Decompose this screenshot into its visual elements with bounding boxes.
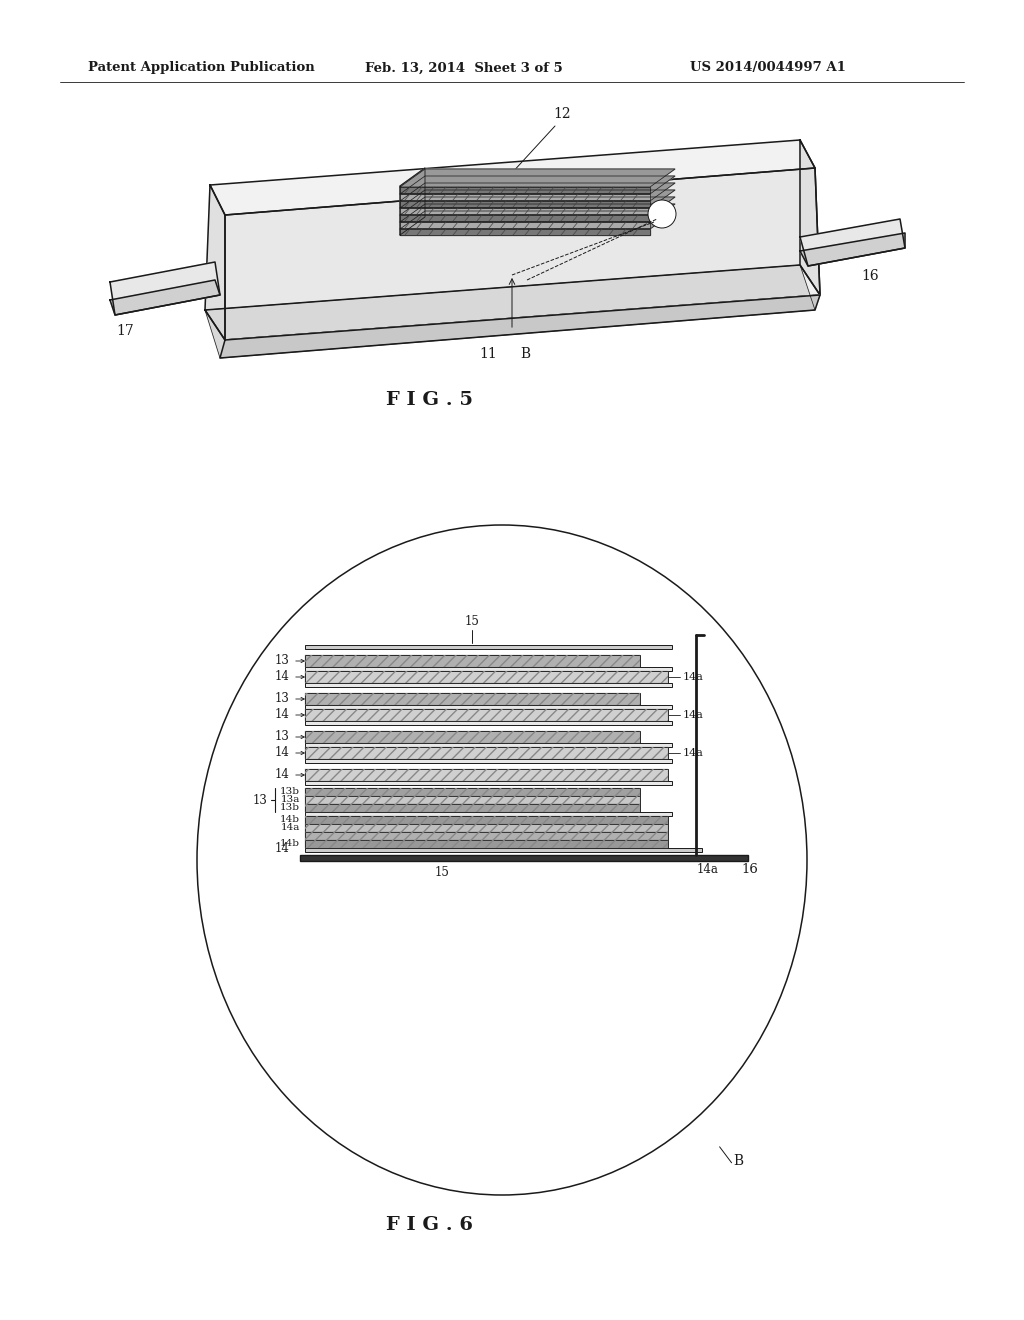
Bar (305, 796, 640, 804)
Polygon shape (400, 190, 675, 209)
Bar (305, 796, 640, 804)
Bar (305, 667, 672, 671)
Text: 14: 14 (275, 709, 290, 722)
Bar (300, 855, 748, 861)
Bar (305, 832, 668, 840)
Polygon shape (800, 140, 820, 294)
Polygon shape (225, 168, 820, 341)
Polygon shape (110, 280, 220, 315)
Text: 11: 11 (479, 347, 497, 360)
Polygon shape (210, 140, 815, 215)
Polygon shape (800, 234, 905, 267)
Polygon shape (205, 265, 820, 341)
Text: 13b: 13b (280, 788, 300, 796)
Bar (305, 747, 668, 759)
Bar (305, 816, 668, 824)
Bar (305, 682, 672, 686)
Polygon shape (400, 211, 675, 228)
Text: 13b: 13b (280, 804, 300, 813)
Bar (305, 655, 640, 667)
Text: 14: 14 (275, 768, 290, 781)
Text: 14b: 14b (280, 816, 300, 825)
Circle shape (648, 201, 676, 228)
Bar (305, 671, 668, 682)
Bar (305, 824, 668, 832)
Text: 13: 13 (275, 655, 290, 668)
Polygon shape (400, 228, 650, 235)
Bar (305, 655, 640, 667)
Text: 14: 14 (275, 842, 290, 854)
Text: 14: 14 (275, 747, 290, 759)
Bar (305, 709, 668, 721)
Bar (305, 840, 668, 847)
Polygon shape (400, 222, 650, 228)
Text: 14: 14 (275, 671, 290, 684)
Text: Feb. 13, 2014  Sheet 3 of 5: Feb. 13, 2014 Sheet 3 of 5 (365, 62, 563, 74)
Polygon shape (400, 215, 650, 220)
Text: 16: 16 (741, 863, 758, 876)
Text: 14b: 14b (280, 840, 300, 849)
Polygon shape (800, 219, 905, 267)
Bar (305, 781, 672, 785)
Text: 14a: 14a (697, 863, 719, 876)
Bar (305, 709, 668, 721)
Text: 14a: 14a (281, 824, 300, 833)
Polygon shape (400, 168, 425, 235)
Text: 15: 15 (465, 615, 479, 628)
Text: F I G . 6: F I G . 6 (386, 1216, 473, 1234)
Polygon shape (400, 187, 650, 193)
Text: 17: 17 (116, 323, 134, 338)
Text: 14a: 14a (683, 748, 703, 758)
Bar (305, 671, 668, 682)
Text: B: B (520, 347, 530, 360)
Polygon shape (400, 205, 675, 222)
Polygon shape (400, 183, 675, 201)
Bar (305, 812, 672, 816)
Bar (305, 816, 668, 824)
Polygon shape (220, 294, 820, 358)
Bar (305, 788, 640, 796)
Bar (305, 693, 640, 705)
Bar (305, 832, 668, 840)
Bar (305, 693, 640, 705)
Bar (305, 847, 702, 851)
Text: 12: 12 (553, 107, 570, 121)
Polygon shape (205, 185, 225, 341)
Text: US 2014/0044997 A1: US 2014/0044997 A1 (690, 62, 846, 74)
Bar (305, 645, 672, 649)
Text: 13: 13 (275, 693, 290, 705)
Polygon shape (400, 201, 650, 207)
Polygon shape (110, 261, 220, 315)
Bar (305, 770, 668, 781)
Bar (305, 721, 672, 725)
Text: 13a: 13a (281, 796, 300, 804)
Bar (305, 731, 640, 743)
Text: F I G . 5: F I G . 5 (386, 391, 473, 409)
Text: 16: 16 (861, 269, 879, 282)
Bar (305, 840, 668, 847)
Bar (305, 759, 672, 763)
Text: 13: 13 (252, 793, 267, 807)
Text: 13: 13 (275, 730, 290, 743)
Bar (305, 731, 640, 743)
Bar (305, 770, 668, 781)
Bar (305, 804, 640, 812)
Bar (305, 747, 668, 759)
Bar (305, 743, 672, 747)
Bar (305, 705, 672, 709)
Text: 15: 15 (434, 866, 450, 879)
Bar (305, 824, 668, 832)
Polygon shape (400, 176, 675, 194)
Polygon shape (400, 209, 650, 214)
Polygon shape (400, 194, 650, 201)
Polygon shape (400, 197, 675, 215)
Text: 14a: 14a (683, 710, 703, 719)
Text: B: B (733, 1154, 743, 1168)
Polygon shape (400, 169, 675, 187)
Bar (305, 788, 640, 796)
Bar (305, 804, 640, 812)
Text: Patent Application Publication: Patent Application Publication (88, 62, 314, 74)
Polygon shape (205, 265, 815, 358)
Text: 14a: 14a (683, 672, 703, 682)
